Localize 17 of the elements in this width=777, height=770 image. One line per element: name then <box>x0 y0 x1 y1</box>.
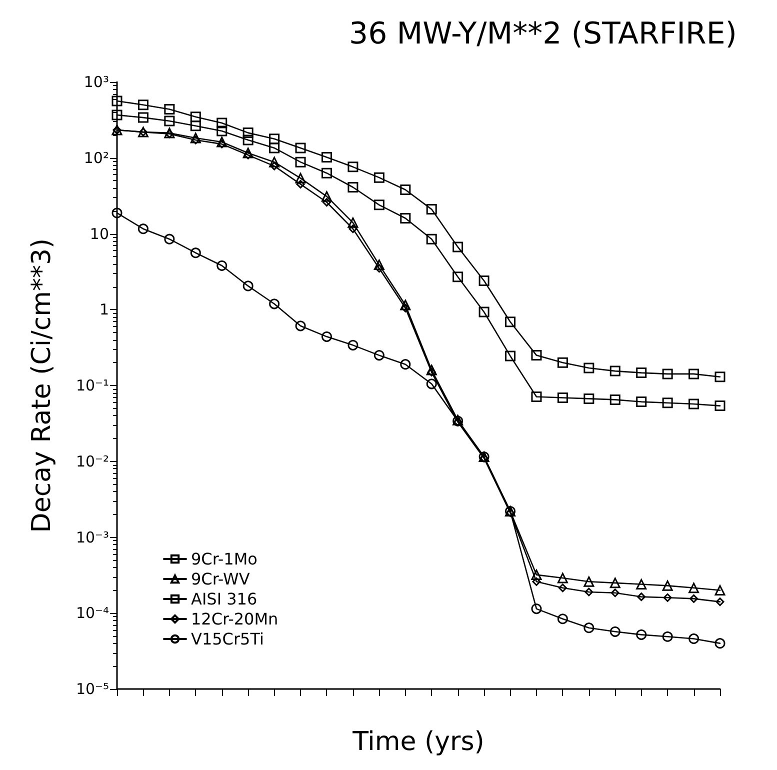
y-tick-label: 10³ <box>84 73 109 91</box>
y-tick-label: 10⁻⁵ <box>76 680 109 698</box>
legend-label: 12Cr-20Mn <box>191 610 278 628</box>
y-tick-label: 1 <box>99 300 109 319</box>
y-tick-label: 10⁻² <box>76 452 109 470</box>
y-tick-label: 10⁻⁴ <box>76 604 109 622</box>
x-axis-title: Time (yrs) <box>352 727 484 757</box>
chart-title: 36 MW-Y/M**2 (STARFIRE) <box>349 16 737 52</box>
legend-label: 9Cr-1Mo <box>191 550 258 568</box>
legend-label: V15Cr5Ti <box>191 630 264 648</box>
y-tick-label: 10 <box>90 224 109 243</box>
y-tick-label: 10² <box>84 148 109 167</box>
y-tick-label: 10⁻³ <box>76 528 109 546</box>
legend-label: 9Cr-WV <box>191 570 250 588</box>
legend-label: AISI 316 <box>191 590 258 608</box>
y-tick-label: 10⁻¹ <box>76 376 109 394</box>
y-axis-title: Decay Rate (Ci/cm**3) <box>27 238 57 533</box>
